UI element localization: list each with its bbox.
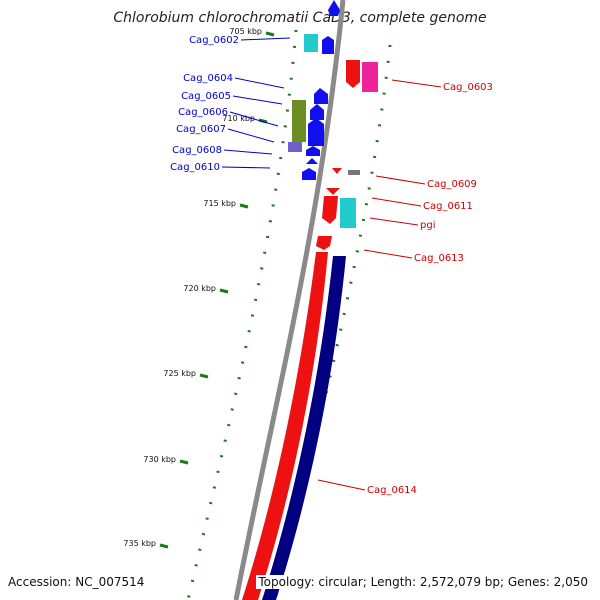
tick-mark-4 — [199, 373, 209, 379]
leader-line-cag_0607 — [227, 128, 275, 143]
gene-arrow-cag-0602[interactable] — [322, 36, 334, 54]
tick-mark-6 — [159, 543, 169, 549]
gene-block-cag-0607[interactable] — [288, 142, 302, 152]
leader-line-cag_0609 — [375, 175, 426, 185]
gene-block-pgi[interactable] — [340, 198, 356, 228]
tick-label-1: 710 kbp — [222, 114, 255, 123]
gene-label-cag_0609[interactable]: Cag_0609 — [427, 179, 477, 190]
scale-ticks: 705 kbp 710 kbp 715 kbp 720 kbp 725 kbp 730 k… — [123, 27, 275, 549]
genome-backbone — [233, 0, 346, 600]
gene-label-cag_0610[interactable]: Cag_0610 — [170, 162, 220, 173]
gene-block-cag-0606-olive[interactable] — [292, 100, 306, 142]
gene-label-cag_0608[interactable]: Cag_0608 — [172, 145, 222, 156]
leader-line-pgi — [369, 217, 419, 226]
tick-label-4: 725 kbp — [163, 369, 196, 378]
tick-mark-5 — [179, 459, 189, 465]
gene-label-cag_0605[interactable]: Cag_0605 — [181, 91, 231, 102]
tick-label-3: 720 kbp — [183, 284, 216, 293]
gene-block-cag-0609-grey[interactable] — [348, 170, 360, 175]
gene-arrow-cag-0611[interactable] — [322, 196, 338, 224]
tick-mark-3 — [219, 288, 229, 294]
leader-line-cag_0602 — [240, 37, 291, 41]
gene-label-cag_0607[interactable]: Cag_0607 — [176, 124, 226, 135]
gene-label-cag_0614[interactable]: Cag_0614 — [367, 485, 417, 496]
tick-label-5: 730 kbp — [143, 455, 176, 464]
leader-line-cag_0605 — [232, 95, 283, 105]
genome-title: Chlorobium chlorochromatii CaD3, complet… — [113, 10, 487, 26]
reverse-strand-genes — [316, 60, 378, 250]
gene-arrow-top[interactable] — [328, 0, 340, 16]
leader-line-cag_0603 — [391, 79, 442, 88]
leader-line-cag_0611 — [371, 197, 422, 207]
gene-label-cag_0603[interactable]: Cag_0603 — [443, 82, 493, 93]
gene-arrow-cag-0608[interactable] — [306, 146, 320, 156]
gene-block-cag-0603-magenta[interactable] — [362, 62, 378, 92]
gene-label-cag_0613[interactable]: Cag_0613 — [414, 253, 464, 264]
gene-label-pgi[interactable]: pgi — [420, 220, 435, 231]
gene-arrow-cag-0609-fwd[interactable] — [306, 158, 318, 164]
summary-text: Topology: circular; Length: 2,572,079 bp… — [256, 575, 590, 589]
gene-arrow-cag-0610[interactable] — [302, 168, 316, 180]
tick-mark-0 — [265, 31, 275, 37]
gene-arrow-cag-0605[interactable] — [310, 104, 324, 120]
leader-line-cag_0610 — [221, 166, 271, 169]
tick-label-0: 705 kbp — [229, 27, 262, 36]
gene-arrow-cag-0606[interactable] — [308, 118, 324, 146]
gene-label-cag_0602[interactable]: Cag_0602 — [189, 35, 239, 46]
forward-strand-genes — [288, 0, 340, 180]
gene-label-cag_0611[interactable]: Cag_0611 — [423, 201, 473, 212]
gene-arrow-cag-0604[interactable] — [314, 88, 328, 104]
gene-arrow-cag-0603-red[interactable] — [346, 60, 360, 88]
gene-labels: Cag_0602 Cag_0604 Cag_0605 Cag_0606 Cag_0607… — [170, 35, 493, 496]
gene-arrow-cag-0609[interactable] — [332, 168, 342, 174]
leader-line-cag_0613 — [363, 249, 413, 259]
gene-arrow-cag-0611-small[interactable] — [326, 188, 340, 195]
gene-block-cag-0602-cyan[interactable] — [304, 34, 318, 52]
leader-line-cag_0608 — [223, 149, 273, 155]
gene-label-cag_0606[interactable]: Cag_0606 — [178, 107, 228, 118]
dotted-ring-inner — [186, 29, 298, 600]
leader-line-cag_0614 — [317, 479, 366, 491]
gene-arrow-cag-0614-red[interactable] — [242, 252, 328, 600]
gene-arrow-cag-0613[interactable] — [316, 236, 332, 250]
accession-text: Accession: NC_007514 — [8, 575, 145, 589]
leader-line-cag_0604 — [234, 77, 285, 89]
tick-mark-2 — [239, 203, 249, 209]
tick-label-6: 735 kbp — [123, 539, 156, 548]
leader-line-cag_0606 — [229, 111, 279, 127]
gene-label-cag_0604[interactable]: Cag_0604 — [183, 73, 233, 84]
gene-arrow-cag-0614-navy[interactable] — [262, 256, 346, 600]
tick-label-2: 715 kbp — [203, 199, 236, 208]
